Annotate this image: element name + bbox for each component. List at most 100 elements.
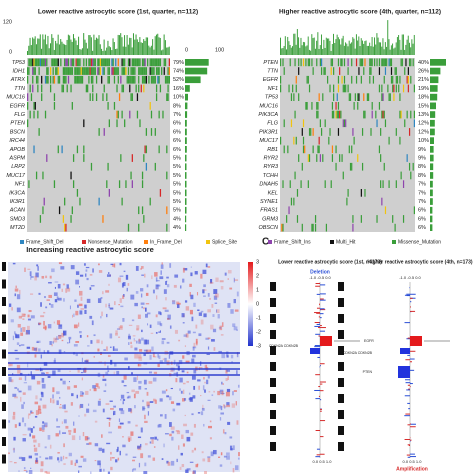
- chrom-bar: [338, 410, 344, 419]
- mutation-cell: [339, 154, 341, 162]
- mutation-cell: [363, 93, 365, 101]
- mutation-cell: [348, 93, 350, 101]
- gene-name: PIK3CA: [258, 112, 278, 118]
- heatmap-cell: [176, 304, 180, 309]
- heatmap-cell: [147, 323, 149, 326]
- mutation-cell: [87, 84, 89, 93]
- heatmap-cell: [68, 452, 72, 457]
- heatmap-cell: [43, 350, 45, 354]
- chrom-bar: [270, 426, 276, 435]
- mutation-cell: [41, 93, 43, 101]
- heatmap-cell: [195, 338, 198, 344]
- heatmap-cell: [169, 325, 172, 329]
- heatmap-cell: [75, 279, 80, 285]
- top-bar: [58, 44, 60, 55]
- mutation-cell: [331, 154, 334, 162]
- heatmap-cell: [51, 268, 55, 273]
- amplification-label: Amplification: [396, 466, 428, 472]
- mutation-cell: [47, 75, 49, 84]
- mutation-cell: [76, 189, 79, 197]
- mutation-cell: [42, 171, 44, 180]
- heatmap-cell: [164, 414, 167, 419]
- mutation-cell: [369, 67, 371, 75]
- heatmap-cell: [131, 389, 135, 393]
- cnv-seg: [409, 287, 410, 289]
- mutation-cell: [136, 110, 139, 119]
- heatmap-cell: [63, 331, 65, 336]
- heatmap-cell: [17, 388, 19, 391]
- mutation-cell: [408, 162, 411, 171]
- heatmap-cell: [57, 283, 61, 289]
- gene-name: FLG: [14, 112, 25, 118]
- mutation-cell: [307, 58, 309, 67]
- heatmap-cell: [233, 277, 235, 283]
- mutation-cell: [316, 102, 318, 110]
- mutation-cell: [286, 215, 288, 223]
- mutation-cell: [153, 75, 155, 84]
- mutation-cell: [370, 67, 372, 75]
- mutation-cell: [29, 58, 31, 67]
- top-bar: [148, 45, 150, 55]
- mutation-cell: [117, 58, 119, 67]
- mutation-cell: [360, 215, 362, 223]
- top-bar: [84, 39, 86, 55]
- heatmap-cell: [13, 436, 16, 441]
- top-bar: [71, 41, 73, 55]
- mutation-cell: [38, 128, 40, 136]
- mutation-cell: [413, 110, 415, 119]
- heatmap-cell: [108, 422, 111, 427]
- mutation-cell: [312, 67, 314, 75]
- cnv-title: Lower reactive astrocytic score (1st, n=…: [278, 259, 382, 265]
- heatmap-cell: [77, 369, 80, 373]
- heatmap-cell: [215, 293, 219, 298]
- mutation-cell: [280, 58, 282, 67]
- heatmap-cell: [113, 263, 116, 268]
- cnv-seg: [320, 390, 324, 392]
- top-bar: [101, 48, 103, 55]
- mutation-cell: [141, 58, 144, 67]
- heatmap-cell: [70, 402, 73, 406]
- heatmap-cell: [115, 333, 118, 336]
- mutation-cell: [153, 58, 155, 67]
- side-bar: [185, 59, 209, 66]
- mutation-cell: [85, 67, 88, 75]
- mutation-cell: [117, 110, 119, 119]
- mutation-cell: [62, 84, 65, 93]
- gene-name: TP53: [265, 95, 279, 101]
- mutation-cell: [316, 154, 318, 162]
- heatmap-cell: [111, 263, 115, 267]
- mutation-cell: [89, 58, 91, 67]
- mutation-cell: [107, 67, 109, 75]
- legend-label: Nonsense_Mutation: [88, 239, 133, 245]
- side-bar: [430, 172, 434, 179]
- mutation-cell: [67, 58, 70, 67]
- heatmap-cell: [191, 413, 194, 416]
- heatmap-cell: [192, 331, 196, 334]
- mutation-cell: [312, 128, 314, 136]
- gene-name: LRP2: [11, 164, 25, 170]
- heatmap-cell: [47, 376, 51, 378]
- mutation-cell: [369, 75, 371, 84]
- chrom-bar: [270, 298, 276, 307]
- gene-name: TP53: [12, 60, 26, 66]
- heatmap-cell: [79, 290, 83, 296]
- top-bar: [30, 45, 32, 55]
- heatmap-cell: [175, 430, 180, 432]
- mutation-cell: [386, 58, 388, 67]
- top-bar: [115, 49, 117, 55]
- mutation-cell: [390, 67, 393, 75]
- heatmap-cell: [8, 452, 10, 455]
- heatmap-cell: [232, 468, 235, 473]
- mutation-cell: [343, 119, 346, 128]
- heatmap-cell: [193, 423, 196, 428]
- heatmap-cell: [195, 341, 198, 346]
- heatmap-cell: [30, 315, 35, 319]
- mutation-cell: [116, 119, 118, 128]
- heatmap-cell: [71, 314, 74, 318]
- mutation-cell: [132, 75, 135, 84]
- mutation-cell: [138, 67, 140, 75]
- heatmap-cell: [128, 366, 130, 370]
- heatmap-cell: [75, 459, 78, 464]
- mutation-cell: [138, 58, 140, 67]
- mutation-cell: [106, 58, 108, 67]
